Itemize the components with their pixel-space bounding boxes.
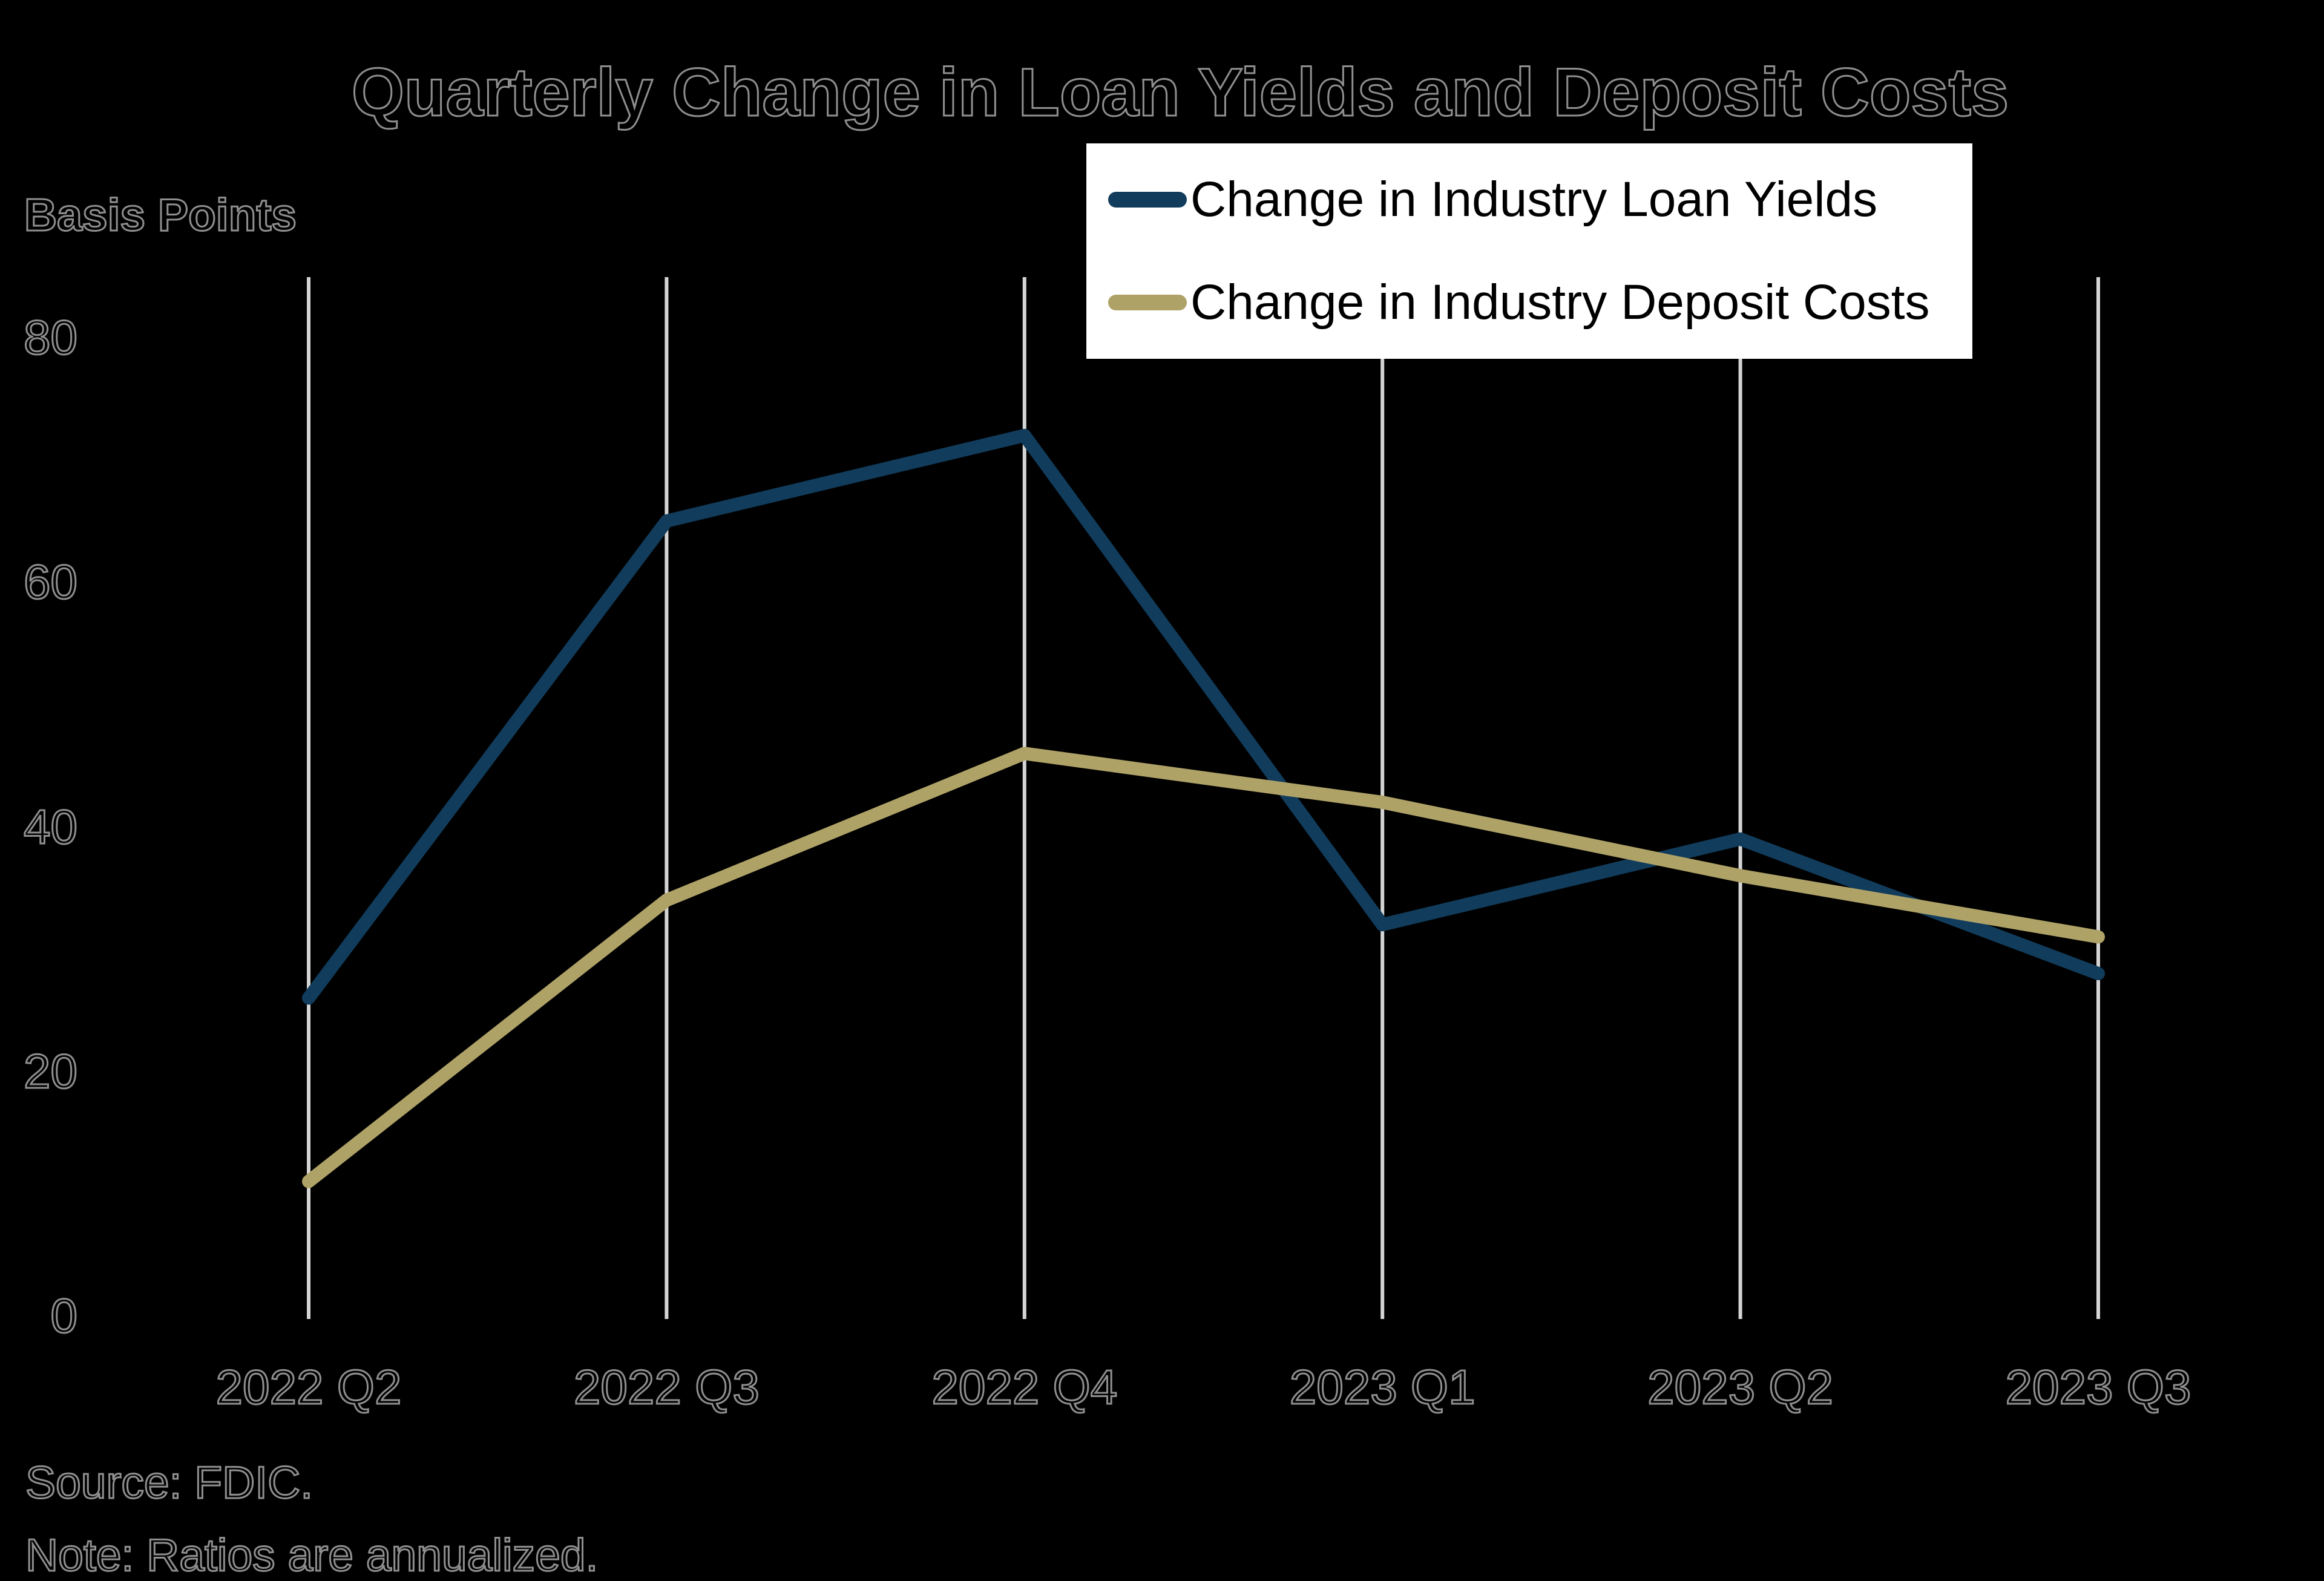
legend-item-label: Change in Industry Deposit Costs: [1190, 275, 1930, 330]
chart-title: Quarterly Change in Loan Yields and Depo…: [350, 54, 2009, 131]
x-tick-label: 2022 Q2: [215, 1360, 402, 1414]
legend: Change in Industry Loan Yields Change in …: [1086, 143, 1972, 359]
x-tick-label: 2022 Q4: [931, 1360, 1118, 1414]
deposit-costs-line: [302, 747, 2105, 1188]
loan-yields-legend-swatch: [1108, 192, 1187, 208]
y-tick-label: 0: [50, 1289, 79, 1343]
x-tick-label: 2023 Q3: [2004, 1360, 2192, 1414]
loan-yields-line: [302, 428, 2105, 1005]
y-tick-label: 40: [23, 799, 79, 854]
annualized-note: Note: Ratios are annualized.: [24, 1529, 599, 1581]
y-axis-label: Basis Points: [23, 189, 297, 241]
legend-item: Change in Industry Loan Yields: [1086, 151, 1972, 248]
y-tick-label: 80: [23, 310, 79, 364]
y-tick-label: 60: [23, 555, 79, 609]
legend-item-label: Change in Industry Loan Yields: [1190, 172, 1878, 227]
source-note: Source: FDIC.: [24, 1456, 313, 1509]
legend-item: Change in Industry Deposit Costs: [1086, 254, 1972, 351]
deposit-costs-legend-swatch: [1108, 295, 1187, 310]
x-tick-label: 2023 Q1: [1288, 1360, 1476, 1414]
y-tick-label: 20: [23, 1044, 79, 1098]
x-tick-label: 2022 Q3: [573, 1360, 760, 1414]
x-tick-label: 2023 Q2: [1647, 1360, 1834, 1414]
